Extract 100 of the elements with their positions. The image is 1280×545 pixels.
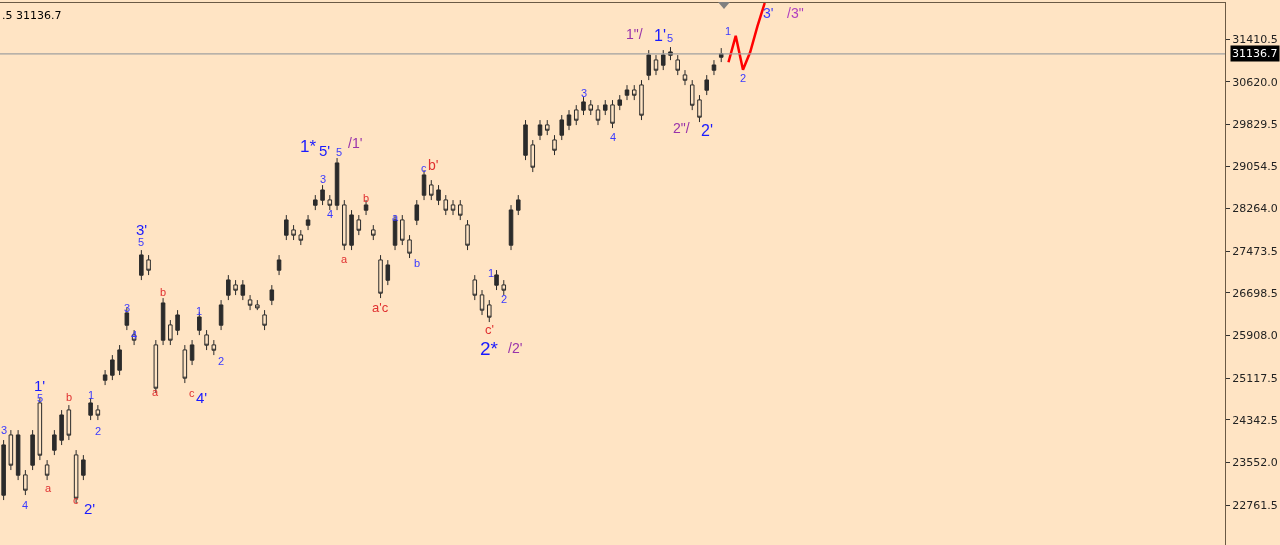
candlestick bbox=[487, 299, 492, 323]
candlestick bbox=[436, 184, 441, 206]
candlestick bbox=[718, 47, 724, 63]
annotation: 3' bbox=[136, 221, 148, 238]
annotation: 1 bbox=[196, 305, 203, 317]
annotation: /2' bbox=[508, 340, 523, 356]
annotation: .5 31136.7 bbox=[2, 9, 62, 22]
annotation: 2"/ bbox=[673, 120, 690, 136]
candlestick bbox=[247, 294, 253, 311]
candlestick bbox=[653, 54, 659, 76]
candlestick bbox=[450, 199, 456, 216]
candlestick bbox=[52, 429, 57, 456]
candlestick bbox=[458, 199, 463, 221]
candlestick bbox=[602, 99, 608, 116]
candlestick bbox=[610, 99, 615, 129]
y-tick-label: 26698.5 bbox=[1232, 286, 1278, 300]
candlestick bbox=[305, 214, 311, 231]
candlestick bbox=[175, 309, 180, 336]
candlestick bbox=[429, 179, 434, 201]
annotation: 5 bbox=[138, 236, 145, 248]
y-tick-label: 29829.5 bbox=[1232, 118, 1278, 132]
candlestick bbox=[102, 369, 108, 386]
candlestick bbox=[494, 269, 499, 291]
candlestick bbox=[559, 114, 565, 141]
annotation: 4 bbox=[131, 329, 138, 341]
candlestick bbox=[682, 69, 688, 86]
candlestick bbox=[211, 339, 217, 356]
candlestick bbox=[371, 224, 376, 241]
candlestick bbox=[378, 254, 383, 299]
annotation: 1 bbox=[88, 389, 95, 401]
candlestick bbox=[44, 459, 50, 481]
annotation: b bbox=[66, 391, 73, 403]
annotation: /3" bbox=[787, 5, 804, 21]
candlestick bbox=[581, 96, 586, 116]
annotation: 4 bbox=[22, 499, 29, 511]
annotation: 4 bbox=[610, 131, 617, 143]
candlestick bbox=[284, 214, 289, 241]
candlestick bbox=[508, 204, 514, 251]
candlestick bbox=[624, 84, 630, 101]
candlestick bbox=[537, 119, 543, 141]
annotation: 2 bbox=[501, 293, 508, 305]
y-tick-label: 23552.0 bbox=[1232, 456, 1278, 470]
candlestick bbox=[385, 259, 391, 286]
candlestick bbox=[617, 94, 623, 111]
annotation: a bbox=[152, 386, 159, 398]
candlestick bbox=[1, 439, 6, 501]
annotation: a bbox=[392, 211, 399, 223]
candlestick bbox=[566, 109, 572, 131]
annotation: /1' bbox=[348, 135, 363, 151]
annotation: 1' bbox=[34, 377, 46, 394]
candlestick bbox=[95, 404, 101, 421]
annotation: 2' bbox=[84, 500, 96, 517]
candlestick bbox=[501, 279, 507, 296]
candlestick bbox=[160, 297, 166, 346]
candlestick bbox=[117, 344, 122, 376]
candlestick bbox=[407, 234, 412, 259]
candlestick bbox=[320, 184, 325, 206]
annotation: c bbox=[421, 162, 427, 174]
candlestick bbox=[573, 104, 579, 126]
candlestick bbox=[15, 429, 21, 481]
candlestick bbox=[153, 339, 159, 394]
annotation: 3 bbox=[1, 424, 8, 436]
candlestick bbox=[689, 79, 695, 111]
y-tick-label: 25908.0 bbox=[1232, 329, 1278, 343]
candlestick bbox=[660, 49, 666, 71]
annotation: 1* bbox=[300, 137, 317, 156]
candlestick bbox=[23, 469, 28, 496]
candlestick bbox=[168, 319, 173, 346]
candlestick bbox=[711, 59, 717, 76]
annotation: 1 bbox=[488, 267, 495, 279]
candlestick bbox=[262, 309, 267, 331]
annotation: 5 bbox=[336, 146, 343, 158]
annotation: 5 bbox=[667, 32, 674, 44]
annotation: 3 bbox=[320, 173, 327, 185]
y-tick-label: 29054.5 bbox=[1232, 159, 1278, 173]
candlestick bbox=[182, 344, 188, 384]
candlestick bbox=[81, 454, 86, 481]
candlestick bbox=[255, 299, 260, 311]
y-tick-label: 25117.5 bbox=[1232, 371, 1278, 385]
candlestick bbox=[30, 429, 35, 471]
candlestick bbox=[530, 139, 536, 173]
annotation: b bbox=[160, 286, 167, 298]
candlestick bbox=[269, 284, 275, 306]
candlestick bbox=[233, 279, 238, 296]
annotation: c' bbox=[485, 322, 494, 337]
annotation: 1' bbox=[654, 27, 666, 44]
annotation: a'c bbox=[372, 300, 389, 315]
annotation: 5' bbox=[319, 142, 331, 159]
candlestick bbox=[479, 289, 485, 316]
candlestick bbox=[544, 119, 550, 136]
candlestick bbox=[588, 99, 594, 116]
candlestick bbox=[327, 194, 333, 211]
candlestick bbox=[342, 199, 347, 251]
annotation: 4 bbox=[327, 208, 334, 220]
annotation: 3 bbox=[581, 87, 588, 99]
candlestick bbox=[595, 104, 601, 126]
y-tick-label: 30620.0 bbox=[1232, 75, 1278, 89]
annotation: b' bbox=[428, 157, 439, 173]
candlestick bbox=[631, 84, 637, 101]
candlestick bbox=[675, 54, 681, 76]
